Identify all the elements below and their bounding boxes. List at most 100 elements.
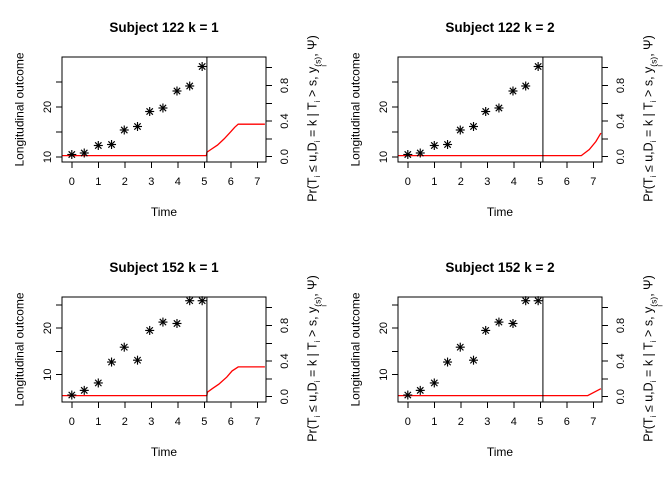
right-label-text: , Ψ) [641, 275, 656, 297]
data-point-star [145, 107, 155, 116]
right-label-text: Pr(T [641, 177, 656, 202]
data-point-star [508, 86, 518, 96]
x-tick-label: 5 [201, 416, 207, 428]
star-spoke [80, 386, 88, 394]
panel-title: Subject 152 k = 2 [445, 260, 555, 275]
panel-subject-152-k1: 0 1 2 3 4 5 6 7 10 20 0.0 0.4 0.8 Subject 152 k = 1 … [0, 240, 336, 480]
star-spoke [469, 356, 478, 364]
y-axis-left: 10 20 [378, 304, 398, 381]
star-spoke [133, 122, 142, 131]
data-point-star [415, 385, 425, 395]
right-label-subscript: i [654, 304, 664, 307]
x-tick-label: 2 [458, 176, 464, 188]
x-tick-label: 4 [175, 416, 181, 428]
star-spoke [522, 82, 530, 90]
star-spoke [159, 318, 167, 326]
data-point-star [481, 107, 491, 116]
x-tick-label: 4 [175, 176, 181, 188]
right-label-text: ≤ u,D [305, 382, 320, 416]
x-axis-title: Time [150, 205, 178, 219]
star-spoke [416, 149, 424, 157]
y-left-tick-label: 10 [378, 151, 390, 163]
star-spoke [534, 62, 542, 71]
y-left-tick-label: 10 [42, 368, 54, 380]
data-point-star [521, 81, 531, 91]
data-point-star [443, 357, 453, 367]
data-point-star [469, 355, 479, 365]
y-right-tick-label: 0.8 [615, 318, 627, 333]
data-point-star [145, 325, 155, 335]
right-label-text: > s, y [305, 66, 320, 101]
plot-canvas: 0 1 2 3 4 5 6 7 10 20 0.0 0.4 0.8 [378, 296, 627, 428]
star-spoke [186, 82, 194, 90]
x-tick-label: 4 [511, 176, 517, 188]
y-axis-right: 0.0 0.4 0.8 [266, 67, 291, 164]
data-point-star [67, 390, 77, 400]
right-label-text: Pr(T [305, 417, 320, 442]
x-tick-label: 2 [122, 416, 128, 428]
panel-subject-152-k2: 0 1 2 3 4 5 6 7 10 20 0.0 0.4 0.8 Subject 152 k = 2 … [336, 240, 672, 480]
x-axis: 0 1 2 3 4 5 6 7 [405, 162, 596, 188]
panel-title: Subject 122 k = 2 [445, 20, 555, 35]
data-point-star [429, 141, 439, 150]
data-point-star [172, 318, 182, 328]
data-point-star [494, 103, 504, 113]
x-tick-label: 1 [431, 176, 437, 188]
data-point-star [415, 148, 425, 158]
y-right-tick-label: 0.0 [615, 149, 627, 164]
observation-points [403, 62, 543, 159]
star-spoke [495, 318, 503, 326]
right-label-text: = k | T [305, 102, 320, 141]
data-point-star [158, 317, 168, 327]
x-tick-label: 6 [564, 416, 570, 428]
x-tick-label: 2 [122, 176, 128, 188]
x-tick-label: 0 [405, 176, 411, 188]
star-spoke [68, 150, 76, 159]
y-right-tick-label: 0.0 [615, 389, 627, 404]
data-point-star [443, 140, 453, 149]
data-point-star [533, 62, 543, 71]
x-tick-label: 3 [148, 416, 154, 428]
star-spoke [173, 87, 181, 95]
observation-points [67, 62, 207, 159]
star-spoke [416, 386, 424, 394]
y-right-tick-label: 0.4 [615, 113, 627, 128]
data-point-star [429, 378, 439, 388]
y-left-tick-label: 20 [42, 322, 54, 334]
panel-subject-122-k2: 0 1 2 3 4 5 6 7 10 20 0.0 0.4 0.8 Subject 122 k = 2 … [336, 0, 672, 240]
data-point-star [197, 296, 207, 306]
star-spoke [133, 356, 142, 364]
star-spoke [443, 358, 452, 366]
x-tick-label: 2 [458, 416, 464, 428]
y-left-tick-label: 20 [378, 322, 390, 334]
right-label-text: = k | T [641, 342, 656, 381]
x-tick-label: 5 [537, 176, 543, 188]
star-spoke [94, 379, 102, 387]
observation-points [403, 296, 543, 400]
star-spoke [456, 126, 464, 134]
right-label-text: > s, y [641, 306, 656, 341]
right-label-subscript: i [312, 415, 322, 418]
x-tick-label: 7 [590, 416, 596, 428]
star-spoke [120, 343, 128, 351]
x-axis-title: Time [150, 445, 178, 459]
star-spoke [495, 104, 503, 112]
y-axis-title-left: Longitudinal outcome [348, 292, 363, 407]
data-point-star [197, 62, 207, 71]
star-spoke [522, 297, 530, 305]
y-axis-right: 0.0 0.4 0.8 [602, 67, 627, 164]
right-label-subscript: i [648, 380, 658, 383]
y-right-tick-label: 0.4 [279, 113, 291, 128]
y-axis-right: 0.0 0.4 0.8 [266, 307, 291, 404]
x-tick-label: 6 [228, 176, 234, 188]
star-spoke [146, 107, 154, 116]
y-axis-title-right: Pr(Ti ≤ u,Di = k | Ti > s, y (s) i, Ψ) [641, 231, 665, 480]
data-point-star [133, 122, 143, 131]
right-label-text: , Ψ) [305, 35, 320, 57]
star-spoke [107, 358, 116, 366]
plot-box [61, 56, 267, 163]
x-tick-label: 0 [69, 176, 75, 188]
prediction-curve [398, 388, 602, 397]
x-tick-label: 0 [69, 416, 75, 428]
